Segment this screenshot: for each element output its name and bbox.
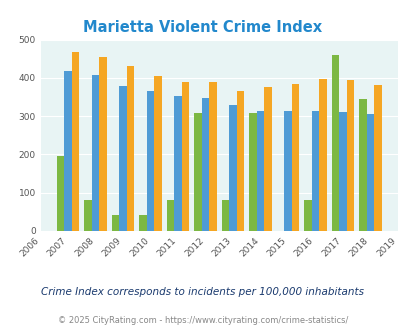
Bar (99, 57, 107, 231)
Bar (119, 85, 126, 231)
Bar (366, 114, 373, 231)
Bar (64, 71, 72, 231)
Bar (57, 155, 64, 231)
Bar (256, 111, 264, 231)
Bar (84, 200, 92, 231)
Bar (181, 82, 189, 231)
Bar (284, 111, 291, 231)
Bar (264, 87, 271, 231)
Bar (92, 75, 99, 231)
Bar (194, 114, 201, 231)
Bar (112, 214, 119, 231)
Bar (358, 99, 366, 231)
Bar (147, 91, 154, 231)
Bar (236, 90, 243, 231)
Bar (72, 52, 79, 231)
Bar (338, 112, 346, 231)
Bar (346, 80, 353, 231)
Bar (139, 214, 147, 231)
Bar (318, 79, 326, 231)
Bar (331, 55, 338, 231)
Bar (304, 200, 311, 231)
Text: Crime Index corresponds to incidents per 100,000 inhabitants: Crime Index corresponds to incidents per… (41, 287, 364, 297)
Bar (166, 200, 174, 231)
Bar (249, 114, 256, 231)
Text: © 2025 CityRating.com - https://www.cityrating.com/crime-statistics/: © 2025 CityRating.com - https://www.city… (58, 315, 347, 325)
Bar (373, 85, 381, 231)
Bar (229, 106, 236, 231)
Bar (221, 200, 229, 231)
Bar (291, 84, 298, 231)
Bar (311, 111, 318, 231)
Bar (201, 98, 209, 231)
Text: Marietta Violent Crime Index: Marietta Violent Crime Index (83, 20, 322, 35)
Bar (154, 76, 161, 231)
Bar (209, 82, 216, 231)
Bar (174, 96, 181, 231)
Bar (126, 66, 134, 231)
